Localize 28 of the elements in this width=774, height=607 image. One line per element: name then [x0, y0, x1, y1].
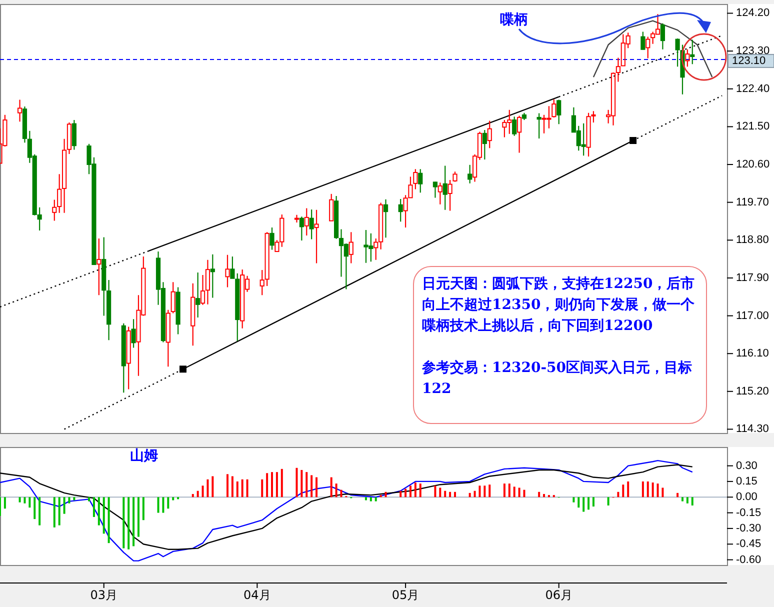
y-tick-label: 124.20	[736, 7, 770, 20]
y-tick-label: 121.50	[736, 120, 770, 133]
y-tick-label: -0.30	[736, 522, 762, 534]
y-tick-label: 114.30	[736, 423, 769, 436]
y-tick-label: -0.60	[736, 554, 762, 566]
y-tick-label: 0.00	[736, 491, 758, 504]
annotation: 喋柄	[500, 12, 528, 28]
y-tick-label: 119.70	[736, 196, 769, 208]
y-tick-label: 118.80	[736, 234, 769, 246]
annotation: 参考交易：12320-50区间买入日元，目标122	[422, 358, 693, 399]
y-tick-label: -0.45	[736, 538, 762, 550]
y-tick-label: 117.00	[736, 310, 769, 322]
annotation: 日元天图：圆弧下跌，支持在12250，后市向上不超过12350，则仍向下发展，做一个喋柄技术上挑以后，向下回到12200	[422, 274, 696, 336]
x-tick-label: 06月	[545, 588, 572, 602]
x-tick-label: 03月	[90, 588, 118, 602]
y-tick-label: -0.15	[736, 506, 762, 519]
x-tick-label: 04月	[244, 588, 271, 602]
y-tick-label: 0.15	[736, 475, 758, 488]
ref-line-label: 123.10	[732, 54, 766, 67]
annotation: 山姆	[130, 448, 158, 464]
y-tick-label: 117.90	[736, 272, 769, 284]
y-tick-label: 115.20	[736, 385, 769, 398]
y-tick-label: 0.30	[736, 460, 758, 472]
y-tick-label: 116.10	[736, 348, 769, 360]
x-tick-label: 05月	[392, 588, 420, 602]
y-tick-label: 123.30	[736, 45, 770, 58]
y-tick-label: 122.40	[736, 82, 770, 95]
y-tick-label: 120.60	[736, 158, 770, 171]
